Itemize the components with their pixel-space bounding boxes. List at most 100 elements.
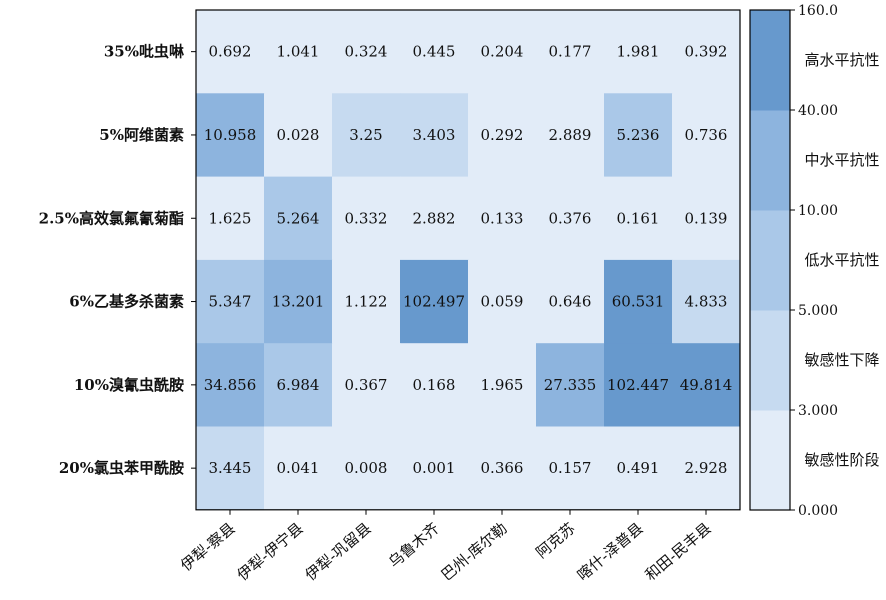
row-label: 5%阿维菌素: [99, 126, 184, 144]
colorbar-band: [750, 410, 790, 511]
cell-value-label: 1.122: [345, 293, 388, 311]
cell-value-label: 0.157: [549, 459, 592, 477]
cell-value-label: 2.928: [685, 459, 728, 477]
heatmap-cell: [332, 176, 401, 261]
colorbar: 敏感性阶段 敏感性下降 低水平抗性 中水平抗性 高水平抗性 0.000 3.000 5.000…: [749, 3, 880, 519]
cell-value-label: 0.008: [345, 459, 388, 477]
cell-value-label: 5.347: [209, 293, 252, 311]
colorbar-tick-label: 3.000: [798, 403, 838, 419]
cell-value-label: 2.889: [549, 126, 592, 144]
heatmap-cell: [536, 93, 605, 178]
column-label: 喀什-泽普县: [574, 519, 647, 584]
colorbar-frame: [749, 9, 791, 511]
colorbar-tick-label: 5.000: [798, 303, 838, 319]
cell-value-label: 0.324: [345, 43, 388, 61]
cell-value-label: 102.497: [403, 293, 465, 311]
cell-value-label: 0.041: [277, 459, 320, 477]
column-label: 阿克苏: [533, 519, 579, 562]
heatmap-cell: [536, 343, 605, 427]
heatmap-cell: [332, 259, 401, 344]
heatmap-cell: [672, 93, 741, 178]
cell-value-label: 60.531: [612, 293, 665, 311]
heatmap-cell: [672, 176, 741, 261]
cell-value-label: 13.201: [272, 293, 325, 311]
heatmap-cell: [332, 426, 401, 511]
cell-value-label: 5.264: [277, 209, 320, 227]
plot-frame: [195, 9, 741, 511]
cell-value-label: 0.001: [413, 459, 456, 477]
heatmap-cell: [604, 93, 673, 178]
heatmap-cell: [196, 93, 265, 178]
heatmap-cell: [604, 176, 673, 261]
cell-value-label: 0.692: [209, 43, 252, 61]
cell-value-label: 4.833: [685, 293, 728, 311]
colorbar-tick-label: 10.00: [798, 203, 838, 219]
cell-value-label: 34.856: [204, 376, 257, 394]
heatmap-cell: [196, 176, 265, 261]
cell-value-label: 27.335: [544, 376, 597, 394]
cell-value-label: 49.814: [680, 376, 733, 394]
cell-value-label: 0.168: [413, 376, 456, 394]
cell-value-label: 1.981: [617, 43, 660, 61]
heatmap-cell: [196, 10, 265, 94]
heatmap-cell: [264, 93, 333, 178]
heatmap-cell: [468, 10, 537, 94]
column-label: 伊犁-察县: [177, 519, 238, 575]
cell-value-label: 0.133: [481, 209, 524, 227]
heatmap-cell: [468, 93, 537, 178]
cell-value-label: 102.447: [607, 376, 669, 394]
heatmap-cell: [196, 343, 265, 427]
cell-value-label: 0.204: [481, 43, 524, 61]
heatmap-cell: [400, 10, 469, 94]
cell-value-label: 1.041: [277, 43, 320, 61]
cell-value-label: 0.177: [549, 43, 592, 61]
column-label: 伊犁-伊宁县: [234, 519, 307, 584]
heatmap-cell: [400, 343, 469, 427]
heatmap-cell: [672, 10, 741, 94]
heatmap-cell: [332, 93, 401, 178]
heatmap-cell: [400, 259, 469, 344]
cell-value-label: 0.332: [345, 209, 388, 227]
cell-value-label: 0.028: [277, 126, 320, 144]
heatmap-cell: [196, 426, 265, 511]
colorbar-tick-label: 160.0: [798, 3, 838, 19]
heatmap-cell: [672, 426, 741, 511]
heatmap-cell: [332, 343, 401, 427]
cell-value-label: 0.292: [481, 126, 524, 144]
column-label: 伊犁-巩留县: [302, 519, 375, 584]
cell-value-label: 5.236: [617, 126, 660, 144]
heatmap-cell: [536, 259, 605, 344]
colorbar-band-label: 低水平抗性: [804, 251, 879, 269]
heatmap-cell: [468, 259, 537, 344]
heatmap-cell: [264, 176, 333, 261]
heatmap-cell: [672, 259, 741, 344]
colorbar-band-label: 敏感性下降: [804, 351, 879, 369]
colorbar-band: [750, 210, 790, 311]
row-label: 10%溴氰虫酰胺: [74, 376, 184, 394]
cell-value-label: 3.403: [413, 126, 456, 144]
heatmap-cell: [264, 10, 333, 94]
colorbar-band-label: 敏感性阶段: [804, 451, 879, 469]
row-label: 20%氯虫苯甲酰胺: [59, 459, 184, 477]
column-label: 巴州-库尔勒: [438, 519, 511, 584]
heatmap-cell: [400, 426, 469, 511]
heatmap-cell: [672, 343, 741, 427]
heatmap-cell: [332, 10, 401, 94]
cell-value-label: 0.445: [413, 43, 456, 61]
cell-value-label: 3.445: [209, 459, 252, 477]
heatmap-cell: [468, 426, 537, 511]
heatmap-cell: [400, 93, 469, 178]
heatmap-cells: 0.692 1.041 0.324 0.445 0.204 0.177 1.981 0.392…: [195, 9, 741, 511]
cell-value-label: 0.366: [481, 459, 524, 477]
column-label: 和田-民丰县: [642, 519, 715, 584]
cell-value-label: 10.958: [204, 126, 257, 144]
cell-value-label: 0.367: [345, 376, 388, 394]
cell-value-label: 0.491: [617, 459, 660, 477]
heatmap-cell: [536, 10, 605, 94]
heatmap-cell: [264, 343, 333, 427]
cell-value-label: 0.376: [549, 209, 592, 227]
cell-value-label: 1.965: [481, 376, 524, 394]
colorbar-band: [750, 310, 790, 411]
heatmap-cell: [536, 176, 605, 261]
colorbar-band-label: 中水平抗性: [804, 151, 879, 169]
